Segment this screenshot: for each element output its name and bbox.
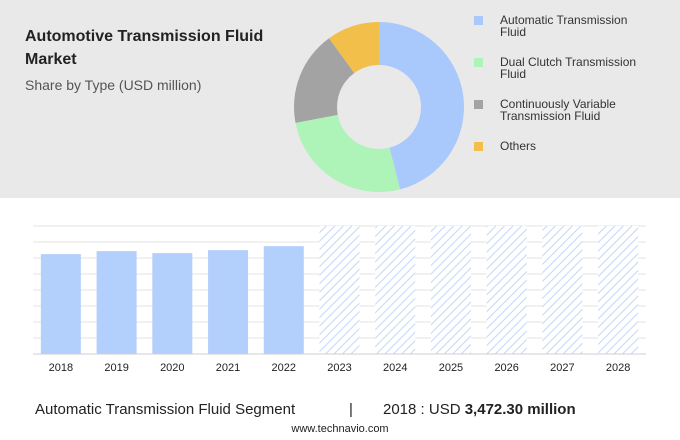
bar: [263, 246, 304, 354]
forecast-placeholder: [486, 226, 527, 354]
chart-subtitle: Share by Type (USD million): [25, 77, 202, 93]
bar: [40, 254, 81, 354]
x-tick-label: 2026: [494, 362, 518, 374]
bar: [152, 253, 193, 354]
x-tick-label: 2021: [216, 362, 240, 374]
forecast-placeholder: [430, 226, 471, 354]
value-label: 3,472.30 million: [464, 401, 576, 418]
legend-swatch: [474, 100, 483, 109]
forecast-placeholder: [319, 226, 360, 354]
x-tick-label: 2022: [272, 362, 296, 374]
legend-swatch: [474, 142, 483, 151]
legend-swatch: [474, 58, 483, 67]
bar: [96, 251, 137, 354]
chart-title: Automotive Transmission Fluid Market: [25, 28, 264, 68]
donut-slice: [379, 22, 464, 190]
forecast-placeholder: [375, 226, 416, 354]
year-unit: 2018 : USD: [383, 401, 461, 418]
legend-label: Automatic Transmission Fluid: [500, 13, 628, 39]
legend-label: Continuously Variable Transmission Fluid: [500, 97, 616, 123]
footer-value: 2018 : USD 3,472.30 million: [383, 401, 576, 418]
x-tick-label: 2028: [606, 362, 630, 374]
legend-swatch: [474, 16, 483, 25]
x-tick-label: 2020: [160, 362, 184, 374]
legend-label: Others: [500, 139, 537, 153]
segment-label: Automatic Transmission Fluid Segment: [35, 401, 296, 418]
donut-slice: [295, 114, 401, 192]
bar: [208, 250, 249, 354]
x-tick-label: 2019: [104, 362, 128, 374]
legend-label: Dual Clutch Transmission Fluid: [500, 55, 637, 81]
x-tick-label: 2027: [550, 362, 574, 374]
x-tick-label: 2018: [49, 362, 73, 374]
separator: |: [349, 401, 353, 418]
forecast-placeholder: [542, 226, 583, 354]
forecast-placeholder: [598, 226, 639, 354]
x-tick-label: 2025: [439, 362, 463, 374]
x-tick-label: 2023: [327, 362, 351, 374]
source: www.technavio.com: [291, 423, 389, 435]
x-tick-label: 2024: [383, 362, 407, 374]
donut-slice: [294, 38, 355, 123]
donut-slice: [329, 22, 379, 74]
